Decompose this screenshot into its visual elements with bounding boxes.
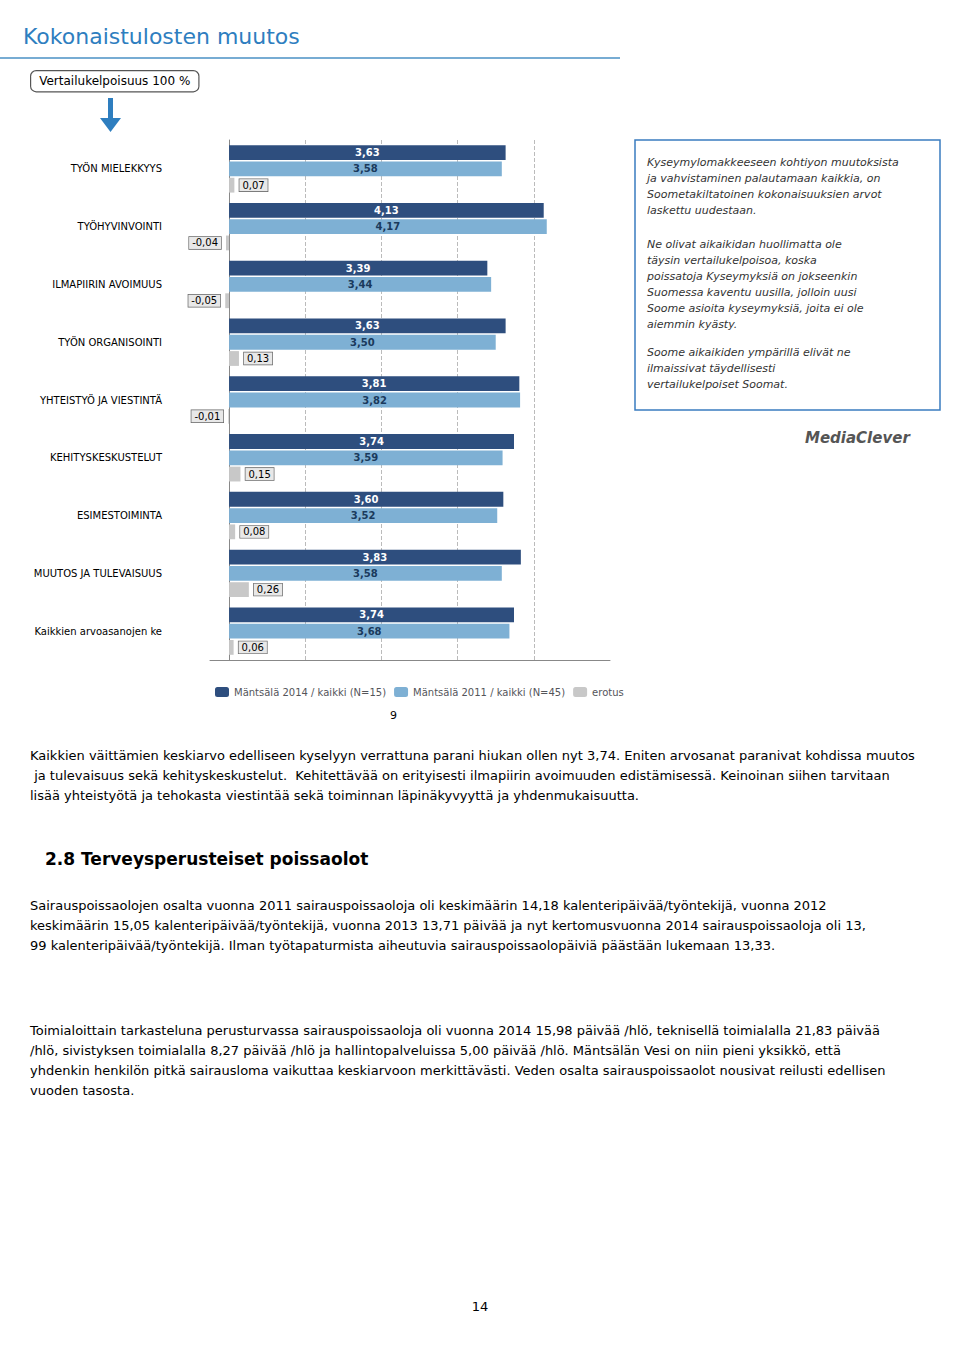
svg-text:3,63: 3,63 [355, 320, 380, 331]
svg-text:14: 14 [472, 1299, 489, 1314]
svg-text:0,08: 0,08 [243, 526, 265, 537]
svg-text:0,07: 0,07 [242, 180, 264, 191]
svg-text:2.8 Terveysperusteiset poissao: 2.8 Terveysperusteiset poissaolot [45, 849, 368, 869]
svg-text:Soome asioita kyseymyksiä, joi: Soome asioita kyseymyksiä, joita ei ole [647, 302, 867, 315]
svg-text:3,81: 3,81 [362, 378, 387, 389]
svg-text:0,06: 0,06 [242, 642, 264, 653]
svg-text:-0,05: -0,05 [191, 295, 217, 306]
svg-text:-0,01: -0,01 [194, 411, 220, 422]
svg-text:Kaikkien arvoasanojen ke: Kaikkien arvoasanojen ke [34, 626, 162, 637]
svg-text:3,44: 3,44 [348, 279, 373, 290]
svg-text:3,68: 3,68 [357, 626, 382, 637]
svg-text:erotus: erotus [592, 687, 624, 698]
svg-text:-0,04: -0,04 [192, 237, 218, 248]
svg-text:vuoden tasosta.: vuoden tasosta. [30, 1083, 134, 1098]
svg-text:3,52: 3,52 [351, 510, 376, 521]
svg-text:keskimäärin 15,05 kalenteripäi: keskimäärin 15,05 kalenteripäivää/työnte… [30, 918, 866, 933]
svg-text:4,13: 4,13 [374, 205, 399, 216]
svg-text:Soometakiltatoinen kokonaisuuk: Soometakiltatoinen kokonaisuuksien arvot [647, 188, 885, 201]
svg-text:ESIMESTOIMINTA: ESIMESTOIMINTA [77, 510, 162, 521]
svg-text:MUUTOS JA TULEVAISUUS: MUUTOS JA TULEVAISUUS [34, 568, 162, 579]
svg-text:3,39: 3,39 [346, 263, 371, 274]
svg-text:Mäntsälä 2011 / kaikki (N=45): Mäntsälä 2011 / kaikki (N=45) [413, 687, 565, 698]
svg-text:/hlö, sivistyksen toimialalla: /hlö, sivistyksen toimialalla 8,27 päivä… [30, 1043, 845, 1058]
svg-text:3,63: 3,63 [355, 147, 380, 158]
svg-text:9: 9 [390, 709, 397, 722]
svg-text:0,15: 0,15 [248, 469, 270, 480]
svg-text:3,50: 3,50 [350, 337, 375, 348]
svg-text:3,83: 3,83 [363, 552, 388, 563]
svg-text:Vertailukelpoisuus 100 %: Vertailukelpoisuus 100 % [39, 74, 190, 88]
svg-text:ja tulevaisuus sekä kehityskes: ja tulevaisuus sekä kehityskeskustelut. … [30, 768, 894, 783]
svg-text:ILMAPIIRIN AVOIMUUS: ILMAPIIRIN AVOIMUUS [52, 279, 162, 290]
svg-text:Kaikkien väittämien keskiarvo: Kaikkien väittämien keskiarvo edelliseen… [30, 748, 915, 763]
svg-text:vertailukelpoiset Soomat.: vertailukelpoiset Soomat. [647, 378, 788, 391]
svg-text:3,82: 3,82 [362, 395, 387, 406]
svg-text:Kyseymylomakkeeseen kohtiyon m: Kyseymylomakkeeseen kohtiyon muutoksista [647, 156, 902, 169]
svg-text:Kokonaistulosten muutos: Kokonaistulosten muutos [23, 24, 300, 49]
svg-text:laskettu uudestaan.: laskettu uudestaan. [647, 204, 756, 217]
svg-text:3,58: 3,58 [353, 568, 378, 579]
svg-text:3,74: 3,74 [359, 609, 384, 620]
svg-text:3,58: 3,58 [353, 163, 378, 174]
svg-text:0,13: 0,13 [247, 353, 269, 364]
svg-text:Soome aikaikiden ympärillä eli: Soome aikaikiden ympärillä elivät ne [647, 346, 854, 359]
svg-text:99 kalenteripäivää/työntekijä.: 99 kalenteripäivää/työntekijä. Ilman työ… [30, 938, 775, 953]
svg-text:Suomessa kaventu uusilla, joll: Suomessa kaventu uusilla, jolloin uusi [647, 286, 860, 299]
svg-text:Toimialoittain tarkasteluna pe: Toimialoittain tarkasteluna perusturvass… [29, 1023, 884, 1038]
svg-text:4,17: 4,17 [376, 221, 401, 232]
svg-text:Sairauspoissaolojen osalta vuo: Sairauspoissaolojen osalta vuonna 2011 s… [30, 898, 831, 913]
svg-text:3,59: 3,59 [353, 452, 378, 463]
svg-text:ja vahvistaminen palautamaan k: ja vahvistaminen palautamaan kaikkia, on [645, 172, 884, 185]
svg-text:poissatoja Kyseymyksiä on joks: poissatoja Kyseymyksiä on jokseenkin [646, 270, 861, 283]
svg-text:ilmaissivat täydellisesti: ilmaissivat täydellisesti [647, 362, 779, 375]
svg-text:lisää yhteistyötä ja tehokasta: lisää yhteistyötä ja tehokasta viestintä… [30, 788, 639, 803]
svg-text:3,60: 3,60 [354, 494, 379, 505]
svg-text:3,74: 3,74 [359, 436, 384, 447]
svg-text:KEHITYSKESKUSTELUT: KEHITYSKESKUSTELUT [50, 452, 163, 463]
svg-text:aiemmin kyästy.: aiemmin kyästy. [647, 318, 737, 331]
svg-text:MediaClever: MediaClever [805, 429, 911, 447]
svg-text:TYÖHYVINVOINTI: TYÖHYVINVOINTI [77, 220, 162, 232]
svg-text:TYÖN MIELEKKYYS: TYÖN MIELEKKYYS [70, 162, 162, 174]
svg-text:TYÖN ORGANISOINTI: TYÖN ORGANISOINTI [57, 336, 162, 348]
svg-text:yhdenkin henkilön pitkä sairau: yhdenkin henkilön pitkä sairausloma vaik… [30, 1063, 890, 1078]
svg-text:YHTEISTYÖ JA VIESTINTÄ: YHTEISTYÖ JA VIESTINTÄ [39, 394, 162, 406]
svg-text:0,26: 0,26 [257, 584, 279, 595]
svg-text:Mäntsälä 2014 / kaikki (N=15): Mäntsälä 2014 / kaikki (N=15) [234, 687, 386, 698]
svg-text:täysin vertailukelpoisoa, kosk: täysin vertailukelpoisoa, koska [647, 254, 820, 267]
svg-text:Ne olivat aikaikidan huollimat: Ne olivat aikaikidan huollimatta ole [647, 238, 845, 251]
